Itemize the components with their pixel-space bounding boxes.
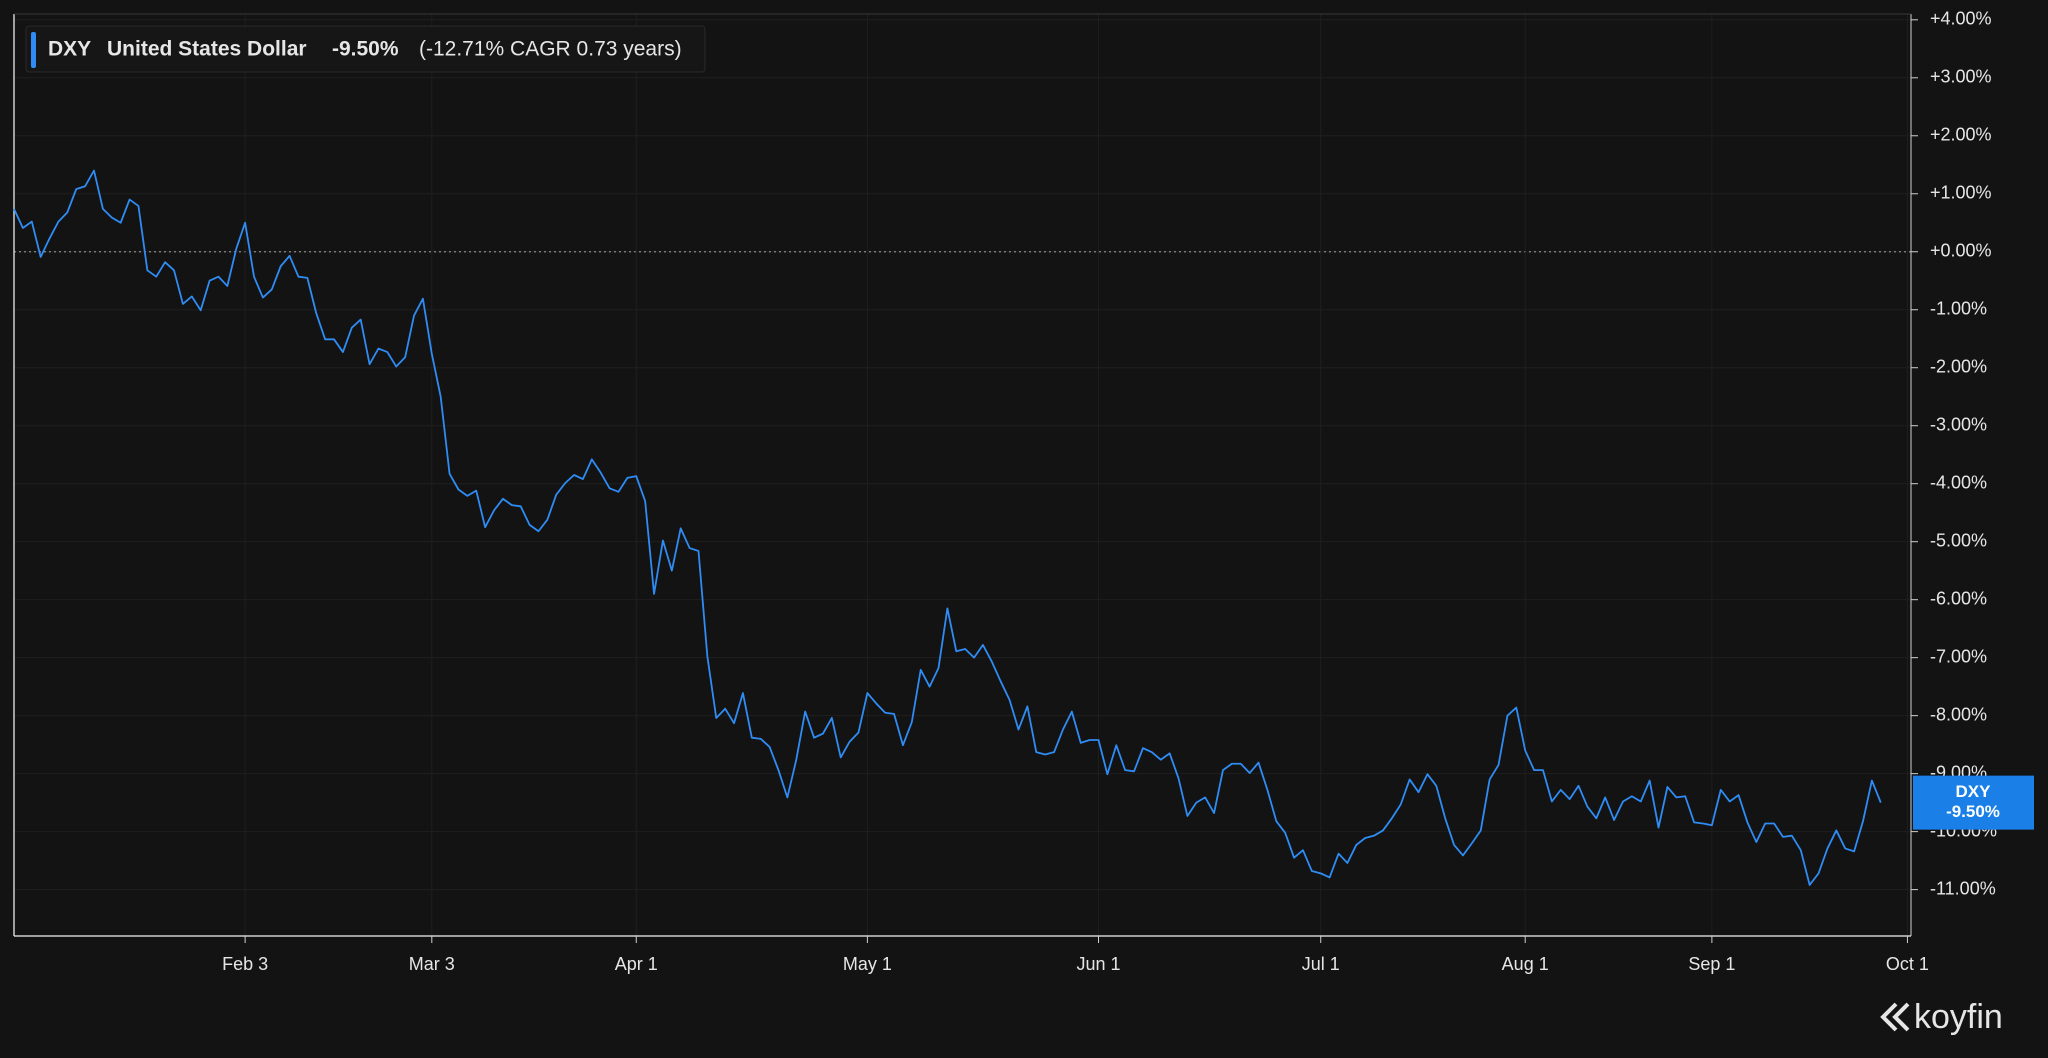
- x-tick-label: May 1: [843, 954, 892, 974]
- y-tick-label: -6.00%: [1930, 588, 1987, 608]
- legend-name: United States Dollar: [107, 38, 307, 61]
- x-tick-label: Feb 3: [222, 954, 268, 974]
- y-tick-label: +4.00%: [1930, 9, 1992, 29]
- logo-icon: [1880, 1002, 1910, 1032]
- y-tick-label: -5.00%: [1930, 530, 1987, 550]
- y-tick-label: -4.00%: [1930, 472, 1987, 492]
- badge-ticker: DXY: [1956, 782, 1992, 801]
- legend-swatch: [31, 32, 36, 68]
- y-tick-label: +2.00%: [1930, 125, 1992, 145]
- last-value-badge: [1913, 775, 2034, 830]
- y-tick-label: +3.00%: [1930, 67, 1992, 87]
- legend-summary: (-12.71% CAGR 0.73 years): [419, 38, 682, 61]
- legend-ticker: DXY: [48, 38, 91, 61]
- y-tick-label: -8.00%: [1930, 704, 1987, 724]
- y-tick-label: -11.00%: [1930, 878, 1996, 898]
- legend-box: [25, 25, 706, 73]
- x-tick-label: Jul 1: [1302, 954, 1340, 974]
- y-tick-label: -2.00%: [1930, 356, 1987, 376]
- legend-change: -9.50%: [332, 38, 399, 61]
- y-tick-label: +0.00%: [1930, 240, 1992, 260]
- x-tick-label: Jun 1: [1076, 954, 1120, 974]
- x-tick-label: Aug 1: [1502, 954, 1549, 974]
- x-tick-label: Mar 3: [409, 954, 455, 974]
- x-tick-label: Oct 1: [1886, 954, 1929, 974]
- logo: koyfin: [1880, 998, 2003, 1036]
- y-tick-label: -3.00%: [1930, 414, 1987, 434]
- y-tick-label: -7.00%: [1930, 646, 1987, 666]
- y-tick-label: +1.00%: [1930, 183, 1992, 203]
- series-line: [13, 169, 1882, 886]
- badge-value: -9.50%: [1946, 802, 2000, 821]
- x-tick-label: Apr 1: [615, 954, 658, 974]
- x-tick-label: Sep 1: [1688, 954, 1735, 974]
- legend: DXY United States Dollar -9.50% (-12.71%…: [25, 25, 706, 73]
- logo-text: koyfin: [1914, 998, 2003, 1036]
- y-tick-label: -1.00%: [1930, 298, 1987, 318]
